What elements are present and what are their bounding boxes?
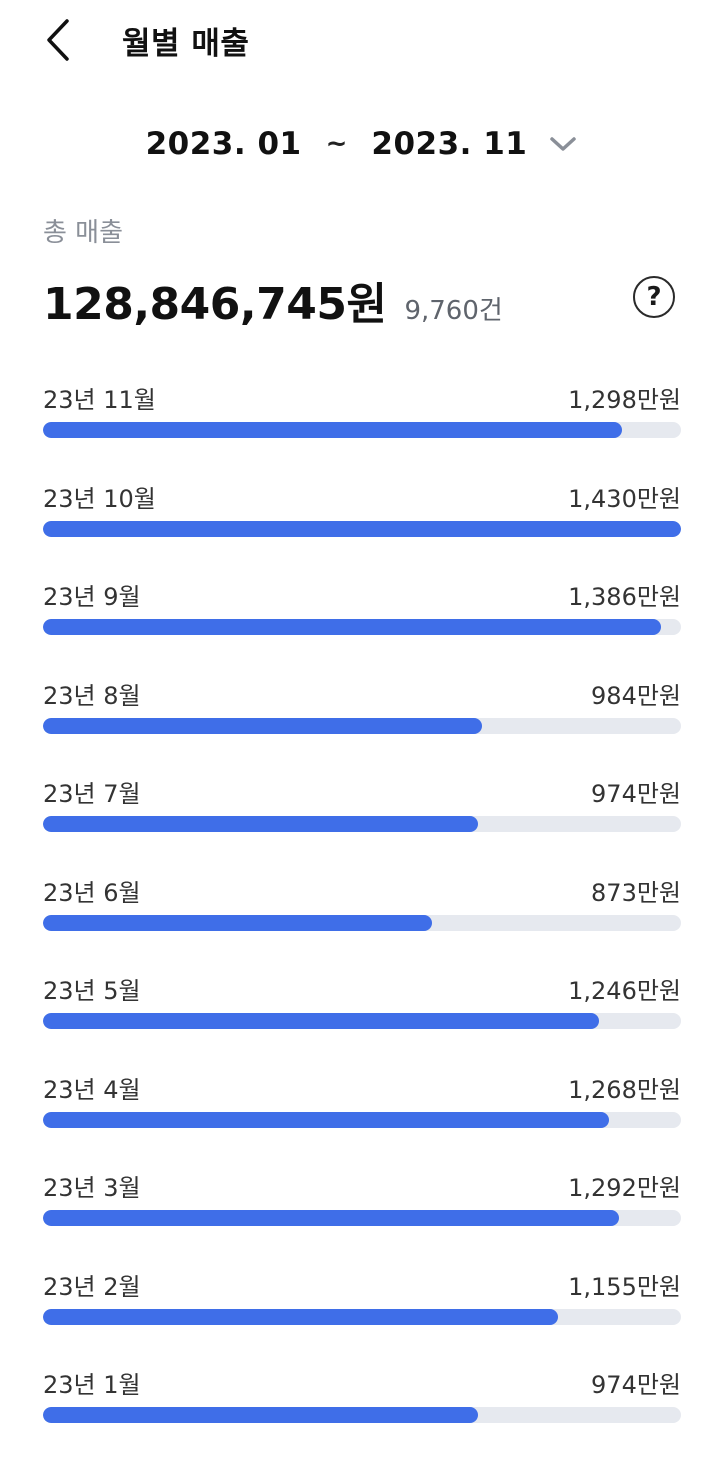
month-row: 23년 11월 1,298만원 — [43, 380, 681, 479]
app-header: 월별 매출 — [0, 0, 723, 80]
sales-bar-track — [43, 717, 681, 734]
month-sales-value: 873만원 — [591, 878, 681, 907]
chevron-down-icon[interactable] — [549, 135, 577, 153]
chevron-left-icon — [47, 19, 69, 61]
sales-bar-track — [43, 422, 681, 438]
month-row: 23년 1월 974만원 — [43, 1365, 681, 1464]
month-row: 23년 3월 1,292만원 — [43, 1168, 681, 1267]
sales-bar-fill — [43, 619, 662, 635]
month-label: 23년 3월 — [43, 1174, 141, 1202]
total-sales-summary: 128,846,745원 9,760건 — [43, 268, 503, 332]
month-row: 23년 6월 873만원 — [43, 873, 681, 972]
month-label: 23년 8월 — [43, 681, 141, 710]
sales-bar-fill — [43, 422, 623, 438]
month-row: 23년 7월 974만원 — [43, 774, 681, 873]
month-sales-value: 974만원 — [591, 780, 681, 808]
sales-bar-track — [43, 1308, 681, 1325]
sales-bar-track — [43, 520, 681, 537]
back-button[interactable] — [30, 12, 86, 68]
month-sales-value: 1,430만원 — [568, 484, 681, 513]
month-sales-value: 1,386만원 — [568, 583, 681, 611]
sales-bar-fill — [43, 914, 433, 931]
monthly-sales-list: 23년 11월 1,298만원 23년 10월 1,430만원 23년 9월 1,386만… — [43, 380, 681, 1464]
sales-bar-fill — [43, 1210, 620, 1226]
sales-bar-fill — [43, 1308, 559, 1325]
month-row: 23년 9월 1,386만원 — [43, 577, 681, 676]
date-range-selector[interactable]: 2023. 01 ~ 2023. 11 — [0, 126, 723, 162]
month-sales-value: 1,292만원 — [568, 1174, 681, 1202]
month-row: 23년 5월 1,246만원 — [43, 971, 681, 1070]
total-sales-label: 총 매출 — [43, 218, 124, 248]
month-label: 23년 4월 — [43, 1075, 141, 1104]
month-row: 23년 8월 984만원 — [43, 676, 681, 775]
sales-bar-fill — [43, 816, 478, 832]
month-label: 23년 9월 — [43, 583, 141, 611]
month-sales-value: 1,298만원 — [568, 386, 681, 414]
date-separator: ~ — [325, 129, 348, 159]
month-row: 23년 2월 1,155만원 — [43, 1267, 681, 1366]
help-button[interactable]: ? — [633, 276, 675, 318]
month-row: 23년 4월 1,268만원 — [43, 1070, 681, 1169]
sales-bar-track — [43, 816, 681, 832]
sales-bar-track — [43, 1210, 681, 1226]
sales-bar-fill — [43, 1407, 478, 1423]
sales-bar-track — [43, 914, 681, 931]
month-sales-value: 1,268만원 — [568, 1075, 681, 1104]
month-label: 23년 11월 — [43, 386, 156, 414]
month-sales-value: 1,155만원 — [568, 1272, 681, 1301]
question-mark-icon: ? — [646, 282, 662, 312]
month-label: 23년 7월 — [43, 780, 141, 808]
month-label: 23년 6월 — [43, 878, 141, 907]
month-label: 23년 10월 — [43, 484, 156, 513]
sales-bar-fill — [43, 717, 482, 734]
sales-bar-fill — [43, 1111, 609, 1128]
month-label: 23년 2월 — [43, 1272, 141, 1301]
start-date: 2023. 01 — [145, 126, 302, 162]
month-label: 23년 1월 — [43, 1371, 141, 1399]
month-sales-value: 974만원 — [591, 1371, 681, 1399]
month-sales-value: 984만원 — [591, 681, 681, 710]
sales-bar-fill — [43, 520, 681, 537]
sales-bar-fill — [43, 1013, 599, 1029]
total-order-count: 9,760건 — [404, 296, 503, 326]
total-sales-amount: 128,846,745원 — [43, 279, 387, 330]
month-row: 23년 10월 1,430만원 — [43, 479, 681, 578]
month-label: 23년 5월 — [43, 977, 141, 1005]
end-date: 2023. 11 — [371, 126, 528, 162]
month-sales-value: 1,246만원 — [568, 977, 681, 1005]
page-title: 월별 매출 — [122, 26, 250, 62]
sales-bar-track — [43, 1111, 681, 1128]
sales-bar-track — [43, 619, 681, 635]
sales-bar-track — [43, 1013, 681, 1029]
sales-bar-track — [43, 1407, 681, 1423]
